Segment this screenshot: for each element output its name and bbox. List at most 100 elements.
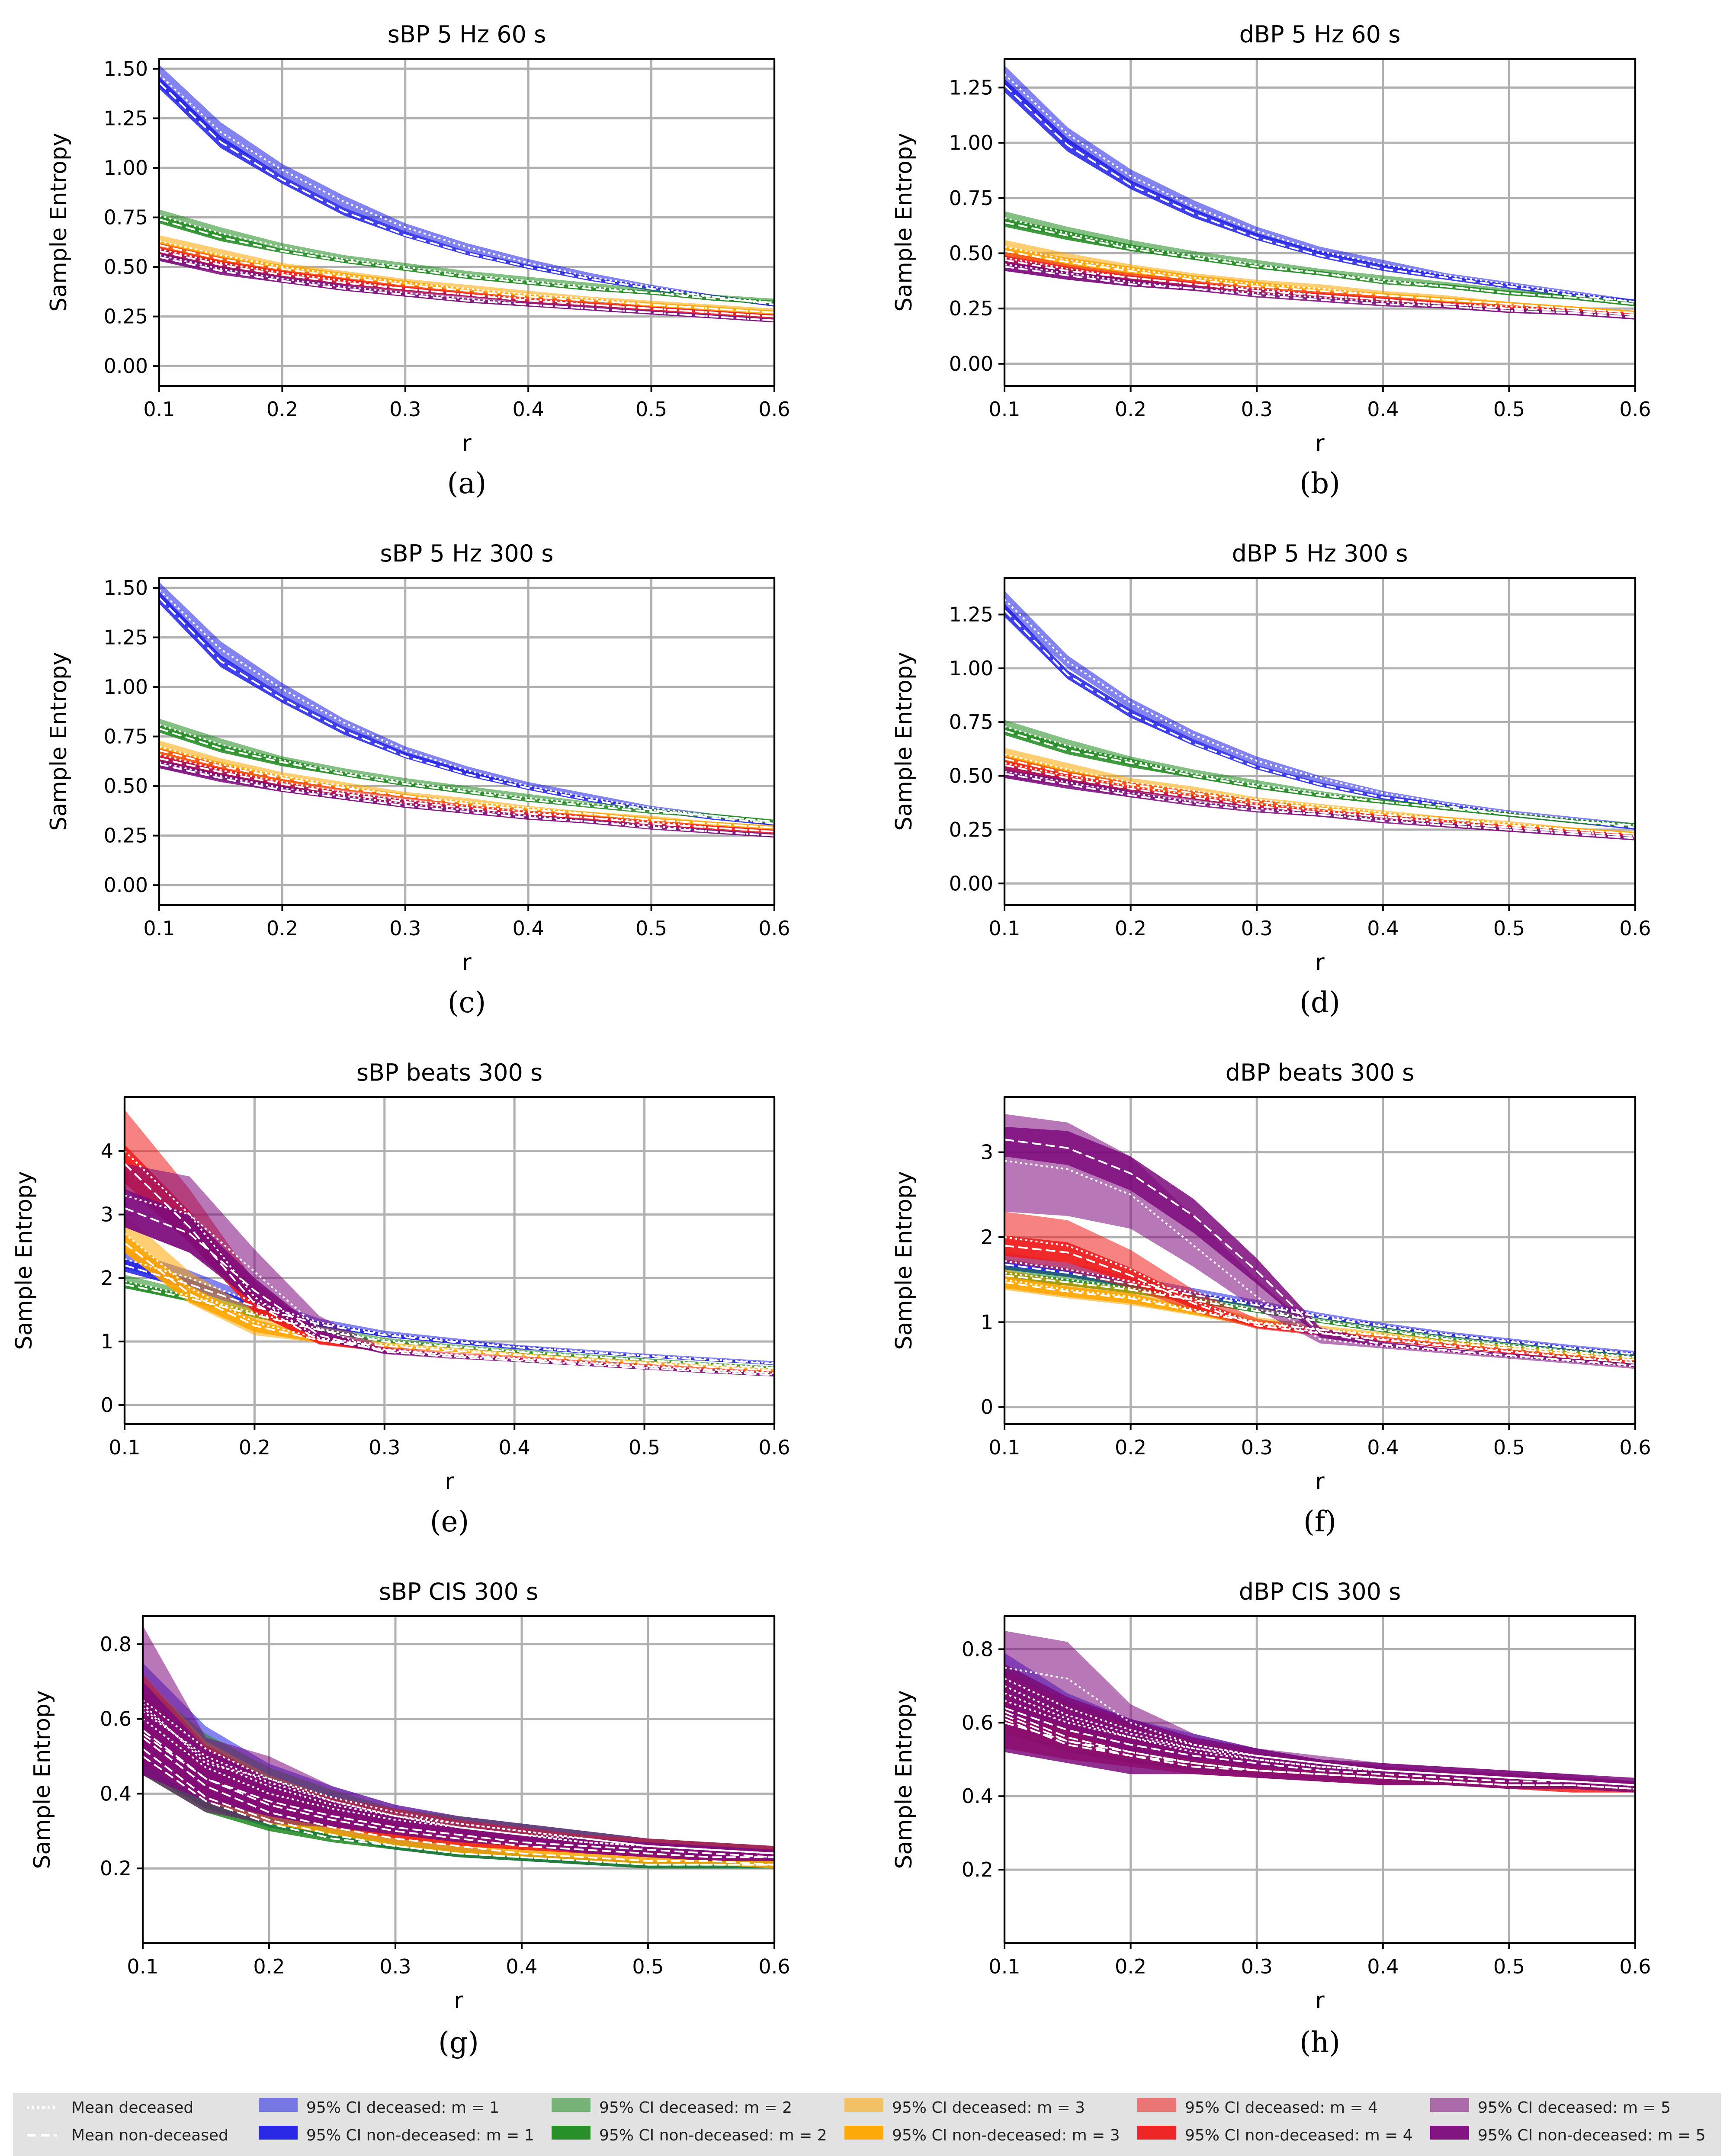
- legend-ci-non-deceased-m3-swatch: [844, 2126, 883, 2140]
- legend-ci-non-deceased-m2-label: 95% CI non-deceased: m = 2: [599, 2127, 827, 2144]
- mean-line-deceased-m5: [143, 1703, 774, 1854]
- mean-line-non-deceased-m2: [143, 1755, 774, 1866]
- ci-band-deceased-m5: [143, 1625, 774, 1861]
- y-tick-label: 0.50: [104, 774, 148, 798]
- y-tick-label: 0.6: [100, 1707, 132, 1731]
- x-tick-label: 0.2: [266, 917, 298, 940]
- x-tick-label: 0.1: [127, 1955, 158, 1978]
- x-tick-label: 0.2: [1115, 398, 1146, 421]
- y-tick-label: 3: [981, 1141, 993, 1164]
- y-tick-label: 0.25: [104, 305, 148, 328]
- y-axis-label: Sample Entropy: [11, 1171, 37, 1350]
- y-tick-label: 0.25: [949, 297, 993, 320]
- mean-line-deceased-m5: [1004, 1666, 1635, 1786]
- x-tick-label: 0.4: [1367, 1436, 1399, 1459]
- y-tick-label: 1.25: [949, 76, 993, 99]
- y-tick-label: 0: [981, 1396, 993, 1419]
- ci-band-non-deceased-m5: [1004, 1664, 1635, 1793]
- x-tick-label: 0.5: [1493, 1955, 1525, 1978]
- mean-line-deceased-m4: [1004, 257, 1635, 316]
- y-tick-label: 0.00: [949, 872, 993, 895]
- x-tick-label: 0.6: [1619, 1436, 1651, 1459]
- y-tick-label: 0.50: [949, 242, 993, 265]
- mean-line-non-deceased-m3: [159, 749, 774, 829]
- y-tick-label: 0.75: [949, 186, 993, 210]
- x-tick-label: 0.5: [1493, 1436, 1525, 1459]
- x-axis-label: r: [1315, 430, 1325, 456]
- x-tick-label: 0.1: [988, 1436, 1020, 1459]
- y-axis-label: Sample Entropy: [891, 133, 917, 312]
- y-axis-label: Sample Entropy: [29, 1690, 55, 1869]
- axes-frame: [158, 577, 775, 906]
- x-tick-label: 0.2: [239, 1436, 270, 1459]
- y-tick-label: 0.00: [949, 352, 993, 375]
- panel-caption: (g): [438, 2026, 479, 2059]
- axes-frame: [1004, 1096, 1636, 1425]
- y-tick-label: 1.00: [104, 675, 148, 699]
- chart-panel-e: 0.1 0.2 0.3 0.4 0.5 0.6 0 1 2 3 4 sBP beats 300 s r S…: [11, 1059, 790, 1538]
- mean-line-non-deceased-m5: [1004, 1707, 1635, 1786]
- legend-ci-deceased-m1-swatch: [259, 2098, 298, 2112]
- mean-line-non-deceased-m2: [1004, 730, 1635, 826]
- y-tick-label: 0.2: [962, 1858, 993, 1881]
- y-axis-label: Sample Entropy: [46, 133, 72, 312]
- ci-band-non-deceased-m5: [1004, 1126, 1635, 1367]
- x-tick-label: 0.4: [513, 398, 544, 421]
- mean-line-deceased-m1: [1004, 599, 1635, 826]
- chart-title: dBP beats 300 s: [1226, 1059, 1414, 1086]
- y-tick-label: 1: [981, 1310, 993, 1334]
- legend-ci-non-deceased-m5-label: 95% CI non-deceased: m = 5: [1478, 2127, 1706, 2144]
- ci-band-non-deceased-m2: [143, 1730, 774, 1869]
- mean-line-deceased-m4: [159, 753, 774, 833]
- legend-mean-deceased-label: Mean deceased: [71, 2099, 193, 2117]
- mean-line-non-deceased-m2: [1004, 1274, 1635, 1359]
- ci-band-non-deceased-m5: [1004, 262, 1635, 320]
- plot-area: [143, 1625, 774, 1869]
- x-tick-label: 0.5: [635, 917, 667, 940]
- mean-line-non-deceased-m4: [1004, 1722, 1635, 1790]
- mean-line-deceased-m4: [1004, 1700, 1635, 1786]
- x-axis-label: r: [454, 1988, 463, 2014]
- x-tick-label: 0.5: [1493, 398, 1525, 421]
- chart-panel-b: 0.1 0.2 0.3 0.4 0.5 0.6 0.00 0.25 0.50 0.75 1.00 1.…: [891, 21, 1651, 500]
- y-tick-label: 0.75: [949, 710, 993, 734]
- ci-band-non-deceased-m5: [125, 1189, 774, 1376]
- chart-title: dBP 5 Hz 60 s: [1239, 21, 1401, 48]
- mean-line-deceased-m5: [159, 254, 774, 321]
- y-tick-label: 3: [101, 1203, 113, 1226]
- x-tick-label: 0.3: [1241, 1436, 1273, 1459]
- x-tick-label: 0.3: [389, 917, 421, 940]
- x-tick-label: 0.2: [1115, 1436, 1146, 1459]
- y-tick-label: 1.25: [949, 603, 993, 626]
- mean-line-non-deceased-m4: [143, 1729, 774, 1858]
- chart-panel-f: 0.1 0.2 0.3 0.4 0.5 0.6 0 1 2 3 dBP beats 300 s r Sa…: [891, 1059, 1651, 1538]
- mean-line-deceased-m5: [1004, 263, 1635, 318]
- x-axis-label: r: [1315, 950, 1325, 975]
- y-tick-label: 0.50: [104, 255, 148, 279]
- y-tick-label: 1.50: [104, 576, 148, 600]
- y-tick-label: 0.4: [962, 1784, 993, 1808]
- x-tick-label: 0.6: [758, 1955, 790, 1978]
- y-tick-label: 1.00: [104, 156, 148, 180]
- mean-line-deceased-m4: [143, 1718, 774, 1854]
- ci-band-non-deceased-m4: [159, 247, 774, 319]
- y-tick-label: 0.8: [962, 1637, 993, 1661]
- mean-line-non-deceased-m5: [125, 1207, 774, 1376]
- x-tick-label: 0.3: [389, 398, 421, 421]
- legend-ci-deceased-m5-swatch: [1430, 2098, 1469, 2112]
- panel-caption: (d): [1300, 986, 1340, 1019]
- y-axis-label: Sample Entropy: [891, 1171, 917, 1350]
- axes-frame: [142, 1615, 775, 1944]
- chart-panel-h: 0.1 0.2 0.3 0.4 0.5 0.6 0.2 0.4 0.6 0.8 dBP CIS 30…: [891, 1578, 1651, 2059]
- mean-line-non-deceased-m4: [159, 757, 774, 833]
- ci-band-deceased-m5: [125, 1164, 774, 1376]
- mean-line-non-deceased-m5: [159, 256, 774, 321]
- mean-line-non-deceased-m3: [1004, 1281, 1635, 1361]
- x-tick-label: 0.1: [988, 917, 1020, 940]
- x-tick-label: 0.6: [758, 1436, 790, 1459]
- mean-line-deceased-m1: [159, 74, 774, 306]
- plot-area: [159, 582, 774, 838]
- x-axis-label: r: [1315, 1469, 1325, 1495]
- panel-caption: (h): [1300, 2026, 1340, 2059]
